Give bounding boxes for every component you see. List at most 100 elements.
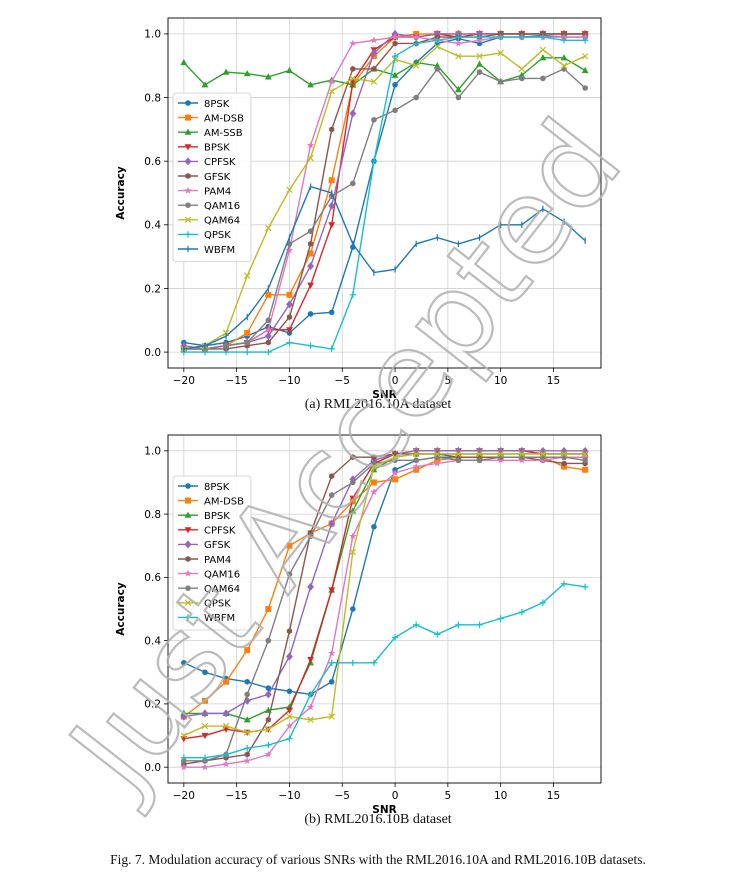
data-point-qpsk [476, 33, 483, 41]
x-tick-label: −5 [335, 790, 350, 802]
x-tick-label: 10 [494, 375, 507, 387]
data-point-qpsk [180, 732, 188, 739]
legend-label: QAM64 [204, 584, 240, 595]
legend-label: AM-SSB [204, 128, 243, 139]
data-point-gfsk [307, 582, 314, 591]
data-point-gfsk [349, 475, 357, 484]
data-point-am-dsb [286, 542, 293, 549]
data-point-qam16 [434, 66, 441, 72]
legend-item-qam16: QAM16 [178, 569, 240, 580]
legend-item-am-ssb: AM-SSB [178, 128, 243, 139]
series-line-qpsk [183, 453, 586, 737]
data-point-pam4 [370, 36, 378, 44]
data-point-qam64 [413, 457, 419, 464]
data-point-am-dsb [244, 647, 251, 654]
legend-label: QAM64 [204, 216, 240, 227]
legend-label: CPFSK [204, 157, 236, 168]
data-point-qpsk [581, 450, 589, 458]
data-point-qam16 [391, 469, 399, 477]
legend-marker [184, 527, 192, 534]
data-point-bpsk [307, 282, 314, 289]
data-point-cpfsk [328, 587, 336, 594]
data-point-qam16 [244, 339, 251, 346]
legend-item-qpsk: QPSK [178, 230, 231, 241]
legend-item-cpfsk: CPFSK [178, 157, 236, 168]
data-point-wbfm [476, 621, 483, 629]
data-point-qam16 [413, 94, 419, 101]
data-point-pam4 [306, 141, 315, 149]
legend-item-qam64: QAM64 [178, 216, 240, 227]
data-point-qpsk [307, 716, 314, 723]
legend-marker [185, 202, 191, 208]
data-point-qam64 [244, 691, 251, 698]
data-point-am-dsb [265, 291, 272, 298]
data-point-gfsk [392, 40, 398, 47]
legend-marker [185, 556, 191, 562]
legend-label: AM-DSB [204, 496, 244, 507]
data-point-qpsk [286, 713, 293, 720]
data-point-wbfm [434, 631, 441, 638]
data-point-8psk [244, 678, 251, 685]
legend-label: BPSK [204, 511, 230, 522]
data-point-pam4 [454, 39, 463, 47]
figure-caption: Fig. 7. Modulation accuracy of various S… [110, 852, 646, 867]
data-point-am-dsb [265, 606, 272, 612]
data-point-qam64 [434, 43, 441, 50]
data-point-qpsk [286, 339, 293, 346]
data-point-qam16 [307, 228, 314, 234]
data-point-qam64 [265, 637, 272, 644]
data-point-am-dsb [307, 250, 314, 257]
data-point-pam4 [328, 77, 336, 85]
data-point-qam16 [350, 180, 356, 187]
data-point-qpsk [265, 348, 272, 356]
data-point-qam64 [243, 272, 251, 279]
data-point-qam64 [286, 571, 293, 577]
legend-item-8psk: 8PSK [178, 482, 230, 493]
data-point-cpfsk [180, 736, 188, 743]
data-point-qpsk [265, 725, 272, 733]
legend-marker [185, 114, 191, 121]
x-axis-label: SNR [372, 804, 396, 816]
data-point-wbfm [201, 754, 209, 761]
data-point-qpsk [518, 450, 526, 458]
data-point-qpsk [497, 33, 504, 41]
series-line-gfsk [183, 33, 586, 350]
data-point-qam64 [265, 224, 272, 232]
data-point-qam64 [582, 457, 588, 464]
data-point-wbfm [286, 735, 293, 742]
y-tick-label: 0.4 [144, 220, 161, 232]
data-point-wbfm [455, 621, 462, 629]
data-point-cpfsk [264, 332, 272, 341]
data-point-gfsk [286, 652, 293, 661]
chart-b-caption: (b) RML2016.10B dataset [304, 812, 452, 827]
data-point-cpfsk [349, 495, 357, 502]
data-point-qam16 [180, 763, 188, 771]
x-tick-label: 5 [445, 375, 452, 387]
data-point-wbfm [307, 691, 314, 698]
y-tick-label: 0.0 [144, 347, 161, 359]
data-point-8psk [371, 523, 377, 530]
data-point-qam64 [455, 457, 462, 464]
data-point-am-ssb [180, 58, 188, 66]
data-point-qpsk [455, 33, 462, 41]
data-point-qam64 [307, 154, 314, 162]
data-point-qam64 [518, 65, 526, 73]
data-point-pam4 [581, 33, 589, 41]
data-point-cpfsk [201, 732, 209, 740]
data-point-qpsk [581, 37, 589, 44]
legend-marker [184, 157, 192, 166]
data-point-8psk [265, 685, 272, 691]
data-point-cpfsk [370, 49, 378, 57]
data-point-am-dsb [244, 330, 251, 336]
data-point-qam64 [286, 186, 293, 194]
data-point-qpsk [328, 345, 335, 353]
data-point-am-ssb [243, 70, 251, 77]
data-point-8psk [328, 678, 335, 685]
data-point-wbfm [412, 621, 420, 629]
series-line-wbfm [183, 185, 586, 350]
data-point-qpsk [412, 40, 420, 47]
data-point-qpsk [243, 729, 251, 736]
data-point-qam64 [476, 52, 483, 60]
legend-item-gfsk: GFSK [178, 540, 231, 551]
data-point-qam16 [497, 78, 504, 85]
